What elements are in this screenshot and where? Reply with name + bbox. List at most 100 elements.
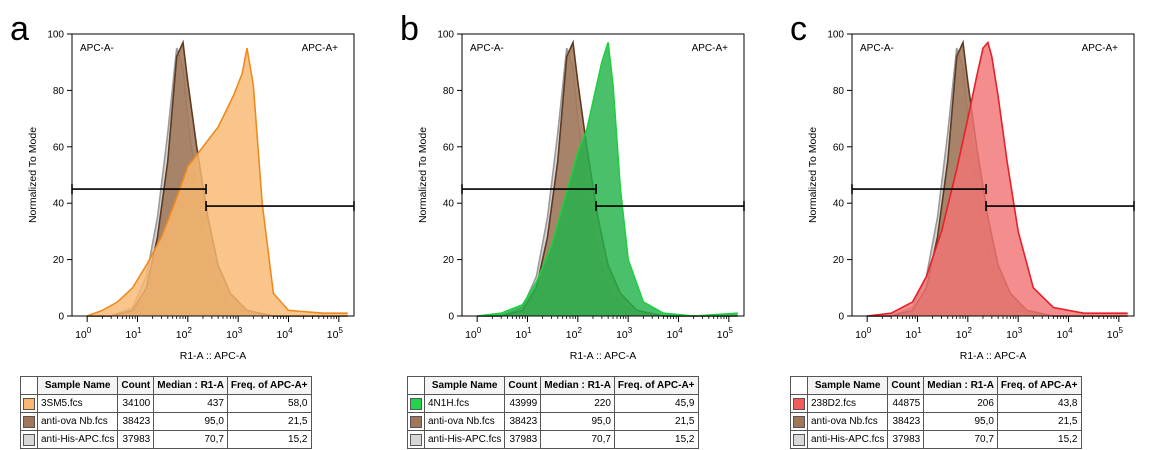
y-tick-label: 100 (827, 30, 844, 41)
y-tick-label: 60 (833, 142, 845, 153)
table-cell-count: 38423 (504, 412, 542, 431)
x-tick-label: 101 (515, 326, 532, 341)
table-header-row: Sample Name Count Median : R1-A Freq. of AP… (20, 376, 312, 395)
legend-swatch (410, 433, 422, 446)
table-cell-median: 220 (540, 394, 615, 413)
table-header-cell: Count (117, 376, 155, 395)
x-tick-label: 104 (1056, 326, 1073, 341)
table-header-swatch (407, 376, 425, 395)
gate-label: APC-A- (470, 43, 504, 54)
x-tick-label: 101 (125, 326, 142, 341)
y-axis-label: Normalized To Mode (27, 127, 39, 223)
table-cell-freq: 21,5 (613, 412, 699, 431)
legend-swatch (793, 415, 805, 428)
table-header-cell: Median : R1-A (923, 376, 998, 395)
table-cell-count: 37983 (504, 430, 542, 449)
x-tick-label: 102 (566, 326, 583, 341)
table-cell-median: 206 (923, 394, 998, 413)
y-tick-label: 0 (838, 312, 844, 323)
histogram-line-4n1h-fcs (477, 42, 738, 317)
table-cell-count: 38423 (117, 412, 155, 431)
legend-swatch (23, 433, 35, 446)
legend-swatch (793, 397, 805, 410)
histogram-line-3sm5-fcs (86, 47, 348, 317)
x-axis-label: R1-A :: APC-A (180, 350, 247, 362)
table-cell-name: anti-His-APC.fcs (423, 430, 506, 449)
gate-label: APC-A+ (1082, 43, 1119, 54)
stats-table: Sample Name Count Median : R1-A Freq. of AP… (790, 376, 1082, 449)
histogram-plot: Normalized To Mode 0 20 40 60 80 100 100 101 102 1… (27, 30, 355, 362)
table-cell-count: 38423 (887, 412, 925, 431)
table-cell-freq: 15,2 (613, 430, 699, 449)
histogram-area-4n1h-fcs (477, 42, 738, 316)
table-cell-count: 34100 (117, 394, 155, 413)
y-tick-label: 20 (53, 255, 65, 266)
table-header-cell: Sample Name (423, 376, 506, 395)
table-row: 238D2.fcs 44875 206 43,8 (790, 394, 1082, 413)
y-axis-label: Normalized To Mode (807, 127, 819, 223)
table-header-cell: Freq. of APC-A+ (613, 376, 699, 395)
histogram-panel-a: a Normalized To Mode 0 20 40 60 80 100 100 101 10… (0, 0, 390, 450)
x-tick-label: 104 (666, 326, 683, 341)
table-row: 3SM5.fcs 34100 437 58,0 (20, 394, 312, 413)
table-cell-count: 44875 (887, 394, 925, 413)
y-tick-label: 60 (53, 142, 65, 153)
gate-label: APC-A+ (692, 43, 729, 54)
table-cell-freq: 45,9 (613, 394, 699, 413)
y-tick-label: 20 (443, 255, 455, 266)
table-cell-count: 37983 (887, 430, 925, 449)
y-tick-label: 20 (833, 255, 845, 266)
y-tick-label: 100 (47, 30, 64, 41)
legend-swatch-cell (407, 430, 425, 449)
table-row: anti-ova Nb.fcs 38423 95,0 21,5 (20, 412, 312, 431)
x-tick-label: 101 (905, 326, 922, 341)
table-cell-name: anti-His-APC.fcs (36, 430, 119, 449)
table-cell-count: 37983 (117, 430, 155, 449)
table-cell-median: 95,0 (153, 412, 228, 431)
histogram-panel-c: c Normalized To Mode 0 20 40 60 80 100 100 101 10… (780, 0, 1156, 450)
plot-frame (461, 33, 745, 317)
stats-table: Sample Name Count Median : R1-A Freq. of AP… (407, 376, 699, 449)
table-cell-count: 43999 (504, 394, 542, 413)
table-cell-name: anti-ova Nb.fcs (806, 412, 889, 431)
table-header-cell: Freq. of APC-A+ (226, 376, 312, 395)
x-tick-label: 104 (276, 326, 293, 341)
table-cell-name: anti-ova Nb.fcs (36, 412, 119, 431)
y-tick-label: 40 (53, 199, 65, 210)
histogram-line-238d2-fcs (867, 40, 1128, 317)
x-axis-label: R1-A :: APC-A (570, 350, 637, 362)
table-header-cell: Count (504, 376, 542, 395)
gate-label: APC-A- (860, 43, 894, 54)
table-cell-median: 70,7 (153, 430, 228, 449)
legend-swatch-cell (790, 394, 808, 413)
x-tick-label: 103 (616, 326, 633, 341)
table-row: anti-ova Nb.fcs 38423 95,0 21,5 (407, 412, 699, 431)
histogram-area-238d2-fcs (867, 42, 1128, 316)
gate-label: APC-A+ (302, 43, 339, 54)
y-tick-label: 60 (443, 142, 455, 153)
table-cell-name: 238D2.fcs (806, 394, 889, 413)
x-tick-label: 103 (226, 326, 243, 341)
table-row: anti-His-APC.fcs 37983 70,7 15,2 (790, 430, 1082, 449)
histogram-area-3sm5-fcs (87, 48, 348, 316)
table-row: 4N1H.fcs 43999 220 45,9 (407, 394, 699, 413)
y-tick-label: 80 (443, 86, 455, 97)
x-tick-label: 105 (1107, 326, 1124, 341)
table-row: anti-ova Nb.fcs 38423 95,0 21,5 (790, 412, 1082, 431)
table-cell-median: 437 (153, 394, 228, 413)
table-cell-median: 95,0 (540, 412, 615, 431)
table-cell-freq: 21,5 (996, 412, 1082, 431)
legend-swatch-cell (790, 412, 808, 431)
x-tick-label: 102 (956, 326, 973, 341)
histogram-panel-b: b Normalized To Mode 0 20 40 60 80 100 100 101 10… (390, 0, 780, 450)
x-tick-label: 103 (1006, 326, 1023, 341)
table-row: anti-His-APC.fcs 37983 70,7 15,2 (20, 430, 312, 449)
x-tick-label: 100 (465, 326, 482, 341)
table-cell-median: 70,7 (540, 430, 615, 449)
x-tick-label: 105 (327, 326, 344, 341)
table-header-row: Sample Name Count Median : R1-A Freq. of AP… (790, 376, 1082, 395)
x-tick-label: 100 (855, 326, 872, 341)
panel-letter: c (790, 10, 807, 48)
table-cell-median: 70,7 (923, 430, 998, 449)
table-row: anti-His-APC.fcs 37983 70,7 15,2 (407, 430, 699, 449)
